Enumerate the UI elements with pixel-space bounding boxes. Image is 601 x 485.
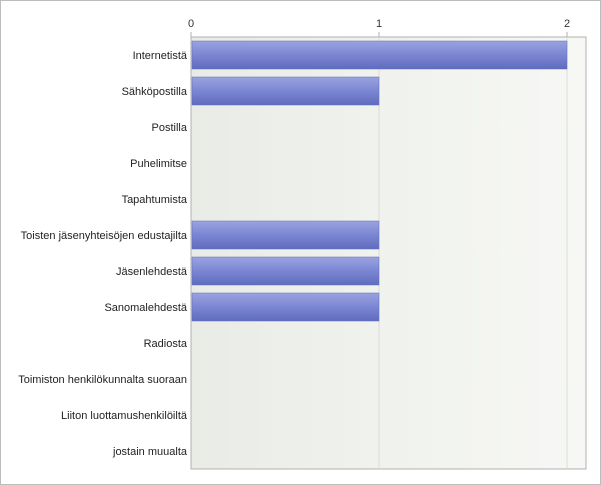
bar-5 bbox=[191, 220, 380, 250]
category-label: Liiton luottamushenkilöiltä bbox=[61, 410, 188, 422]
category-label: Internetistä bbox=[133, 50, 188, 62]
category-label: Toimiston henkilökunnalta suoraan bbox=[18, 374, 187, 386]
category-label: Puhelimitse bbox=[130, 158, 187, 170]
category-label: Toisten jäsenyhteisöjen edustajilta bbox=[21, 230, 188, 242]
category-label: Jäsenlehdestä bbox=[116, 266, 188, 278]
category-label: Tapahtumista bbox=[122, 194, 188, 206]
category-label: Sanomalehdestä bbox=[104, 302, 187, 314]
category-label: jostain muualta bbox=[112, 446, 188, 458]
x-tick-label: 1 bbox=[376, 18, 382, 30]
bar-6 bbox=[191, 256, 380, 286]
bars bbox=[191, 40, 568, 322]
bar-1 bbox=[191, 76, 380, 106]
category-label: Radiosta bbox=[144, 338, 188, 350]
bar-7 bbox=[191, 292, 380, 322]
plot-area bbox=[190, 36, 587, 470]
category-labels: Internetistä Sähköpostilla Postilla Puhelim… bbox=[18, 50, 188, 458]
x-axis-ticks: 0 1 2 bbox=[188, 18, 570, 37]
category-label: Postilla bbox=[152, 122, 188, 134]
category-label: Sähköpostilla bbox=[122, 86, 188, 98]
gridlines bbox=[378, 37, 568, 469]
bar-0 bbox=[191, 40, 568, 70]
x-tick-label: 0 bbox=[188, 18, 194, 30]
x-tick-label: 2 bbox=[564, 18, 570, 30]
